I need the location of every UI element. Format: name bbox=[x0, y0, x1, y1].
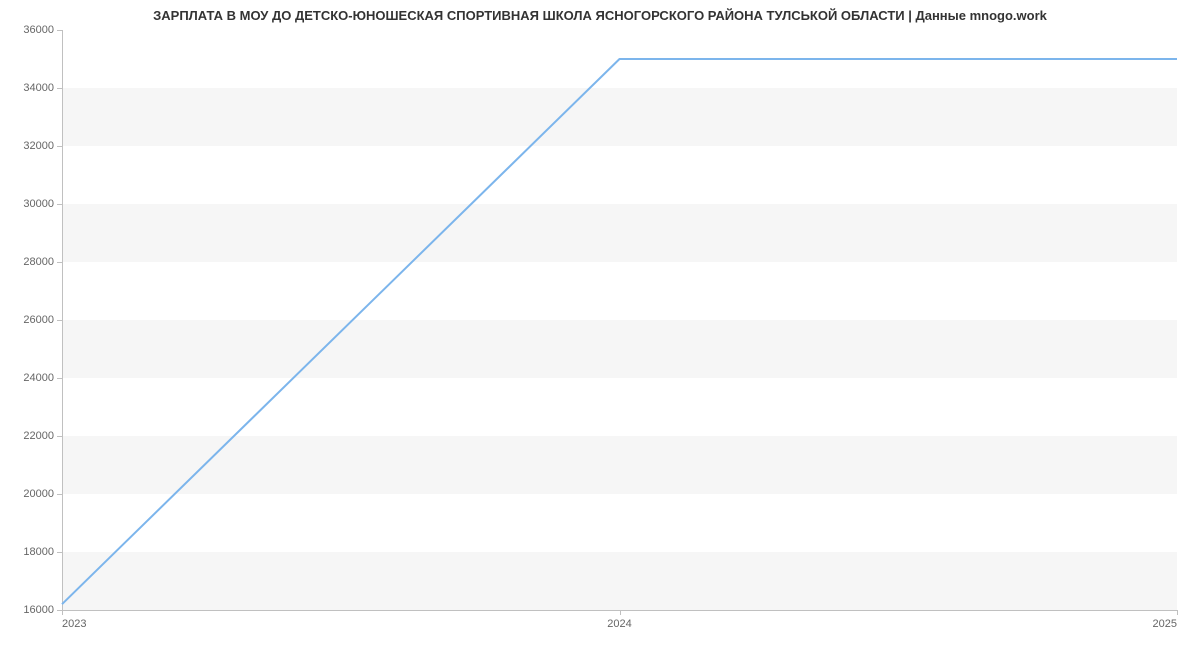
plot-area: 1600018000200002200024000260002800030000… bbox=[62, 30, 1177, 610]
x-tick-label: 2023 bbox=[62, 610, 86, 630]
x-axis-line bbox=[62, 610, 1177, 611]
series-layer bbox=[62, 30, 1177, 610]
x-tick-label: 2025 bbox=[1153, 610, 1177, 630]
chart-title: ЗАРПЛАТА В МОУ ДО ДЕТСКО-ЮНОШЕСКАЯ СПОРТ… bbox=[0, 8, 1200, 23]
x-tick-mark bbox=[1177, 610, 1178, 615]
salary-line-chart: ЗАРПЛАТА В МОУ ДО ДЕТСКО-ЮНОШЕСКАЯ СПОРТ… bbox=[0, 0, 1200, 650]
series-line-salary bbox=[62, 59, 1177, 604]
